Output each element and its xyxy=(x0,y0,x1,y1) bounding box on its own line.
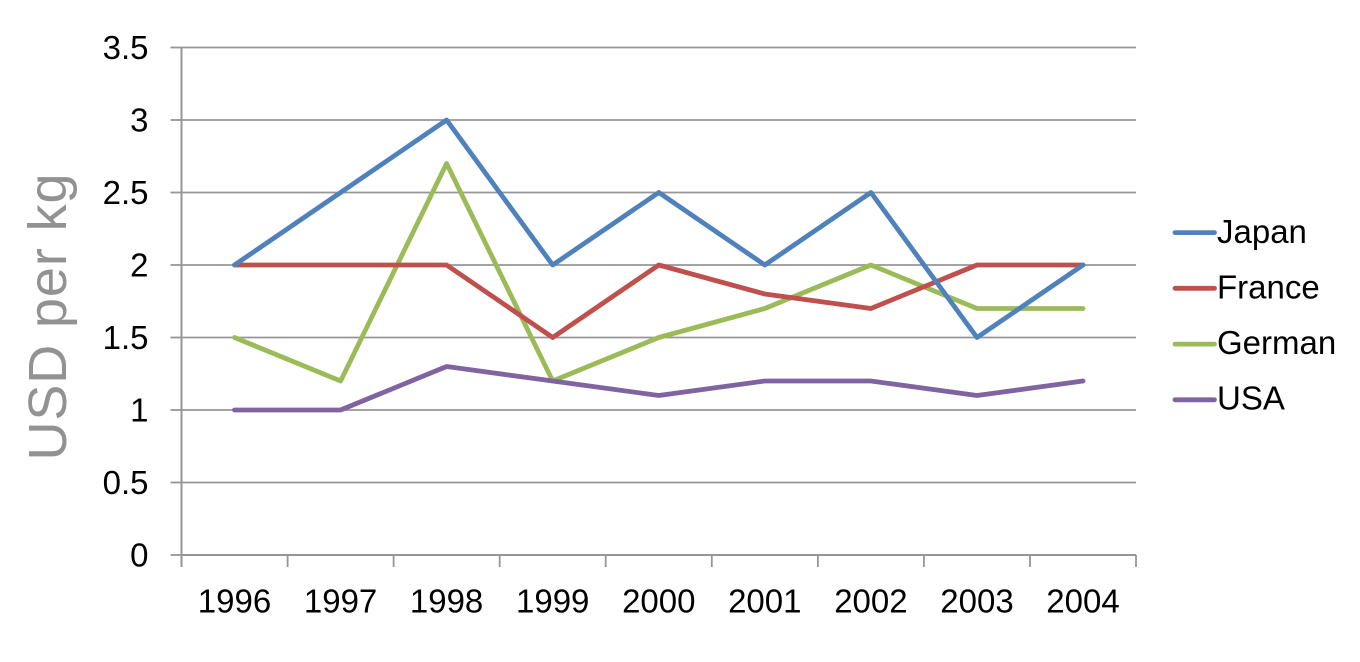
svg-text:1: 1 xyxy=(130,392,148,429)
svg-text:France: France xyxy=(1217,269,1320,306)
svg-text:1996: 1996 xyxy=(198,583,271,620)
svg-text:1999: 1999 xyxy=(516,583,589,620)
svg-text:German: German xyxy=(1217,324,1336,361)
svg-text:2000: 2000 xyxy=(622,583,695,620)
svg-text:3: 3 xyxy=(130,102,148,139)
svg-text:3.5: 3.5 xyxy=(103,29,149,66)
svg-text:2.5: 2.5 xyxy=(103,174,149,211)
svg-text:2002: 2002 xyxy=(834,583,907,620)
svg-text:1997: 1997 xyxy=(304,583,377,620)
svg-text:2003: 2003 xyxy=(940,583,1013,620)
svg-text:0: 0 xyxy=(130,537,148,574)
svg-text:1998: 1998 xyxy=(410,583,483,620)
svg-text:Japan: Japan xyxy=(1217,213,1307,250)
svg-text:0.5: 0.5 xyxy=(103,464,149,501)
svg-text:2004: 2004 xyxy=(1046,583,1119,620)
svg-text:2001: 2001 xyxy=(728,583,801,620)
svg-text:USA: USA xyxy=(1217,380,1285,417)
svg-text:USD per kg: USD per kg xyxy=(18,174,78,461)
svg-text:2: 2 xyxy=(130,247,148,284)
svg-text:1.5: 1.5 xyxy=(103,319,149,356)
